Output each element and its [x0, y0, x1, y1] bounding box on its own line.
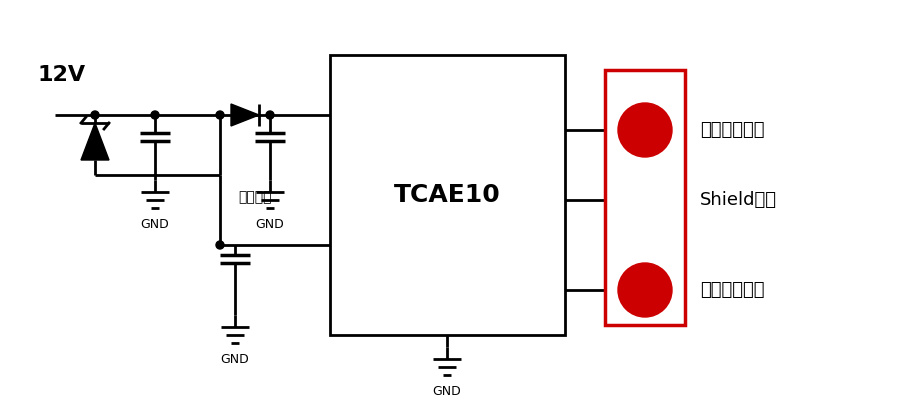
Circle shape [91, 111, 99, 119]
Text: 12V: 12V [38, 65, 86, 85]
Circle shape [266, 111, 274, 119]
Text: GND: GND [221, 353, 249, 366]
Text: 闭锁触摸电极: 闭锁触摸电极 [700, 281, 765, 299]
Circle shape [216, 241, 224, 249]
Text: Shield电极: Shield电极 [700, 191, 777, 209]
Text: GND: GND [255, 218, 284, 231]
Bar [330, 55, 565, 335]
Polygon shape [81, 123, 109, 160]
Bar [605, 70, 685, 325]
Polygon shape [231, 104, 259, 126]
Circle shape [151, 111, 159, 119]
Circle shape [618, 263, 672, 317]
Text: GND: GND [433, 385, 461, 398]
Circle shape [618, 103, 672, 157]
Circle shape [216, 111, 224, 119]
Text: 开锁触摸电极: 开锁触摸电极 [700, 121, 765, 139]
Text: GND: GND [140, 218, 169, 231]
Text: 载波通信: 载波通信 [238, 190, 272, 204]
Text: TCAE10: TCAE10 [394, 183, 501, 207]
